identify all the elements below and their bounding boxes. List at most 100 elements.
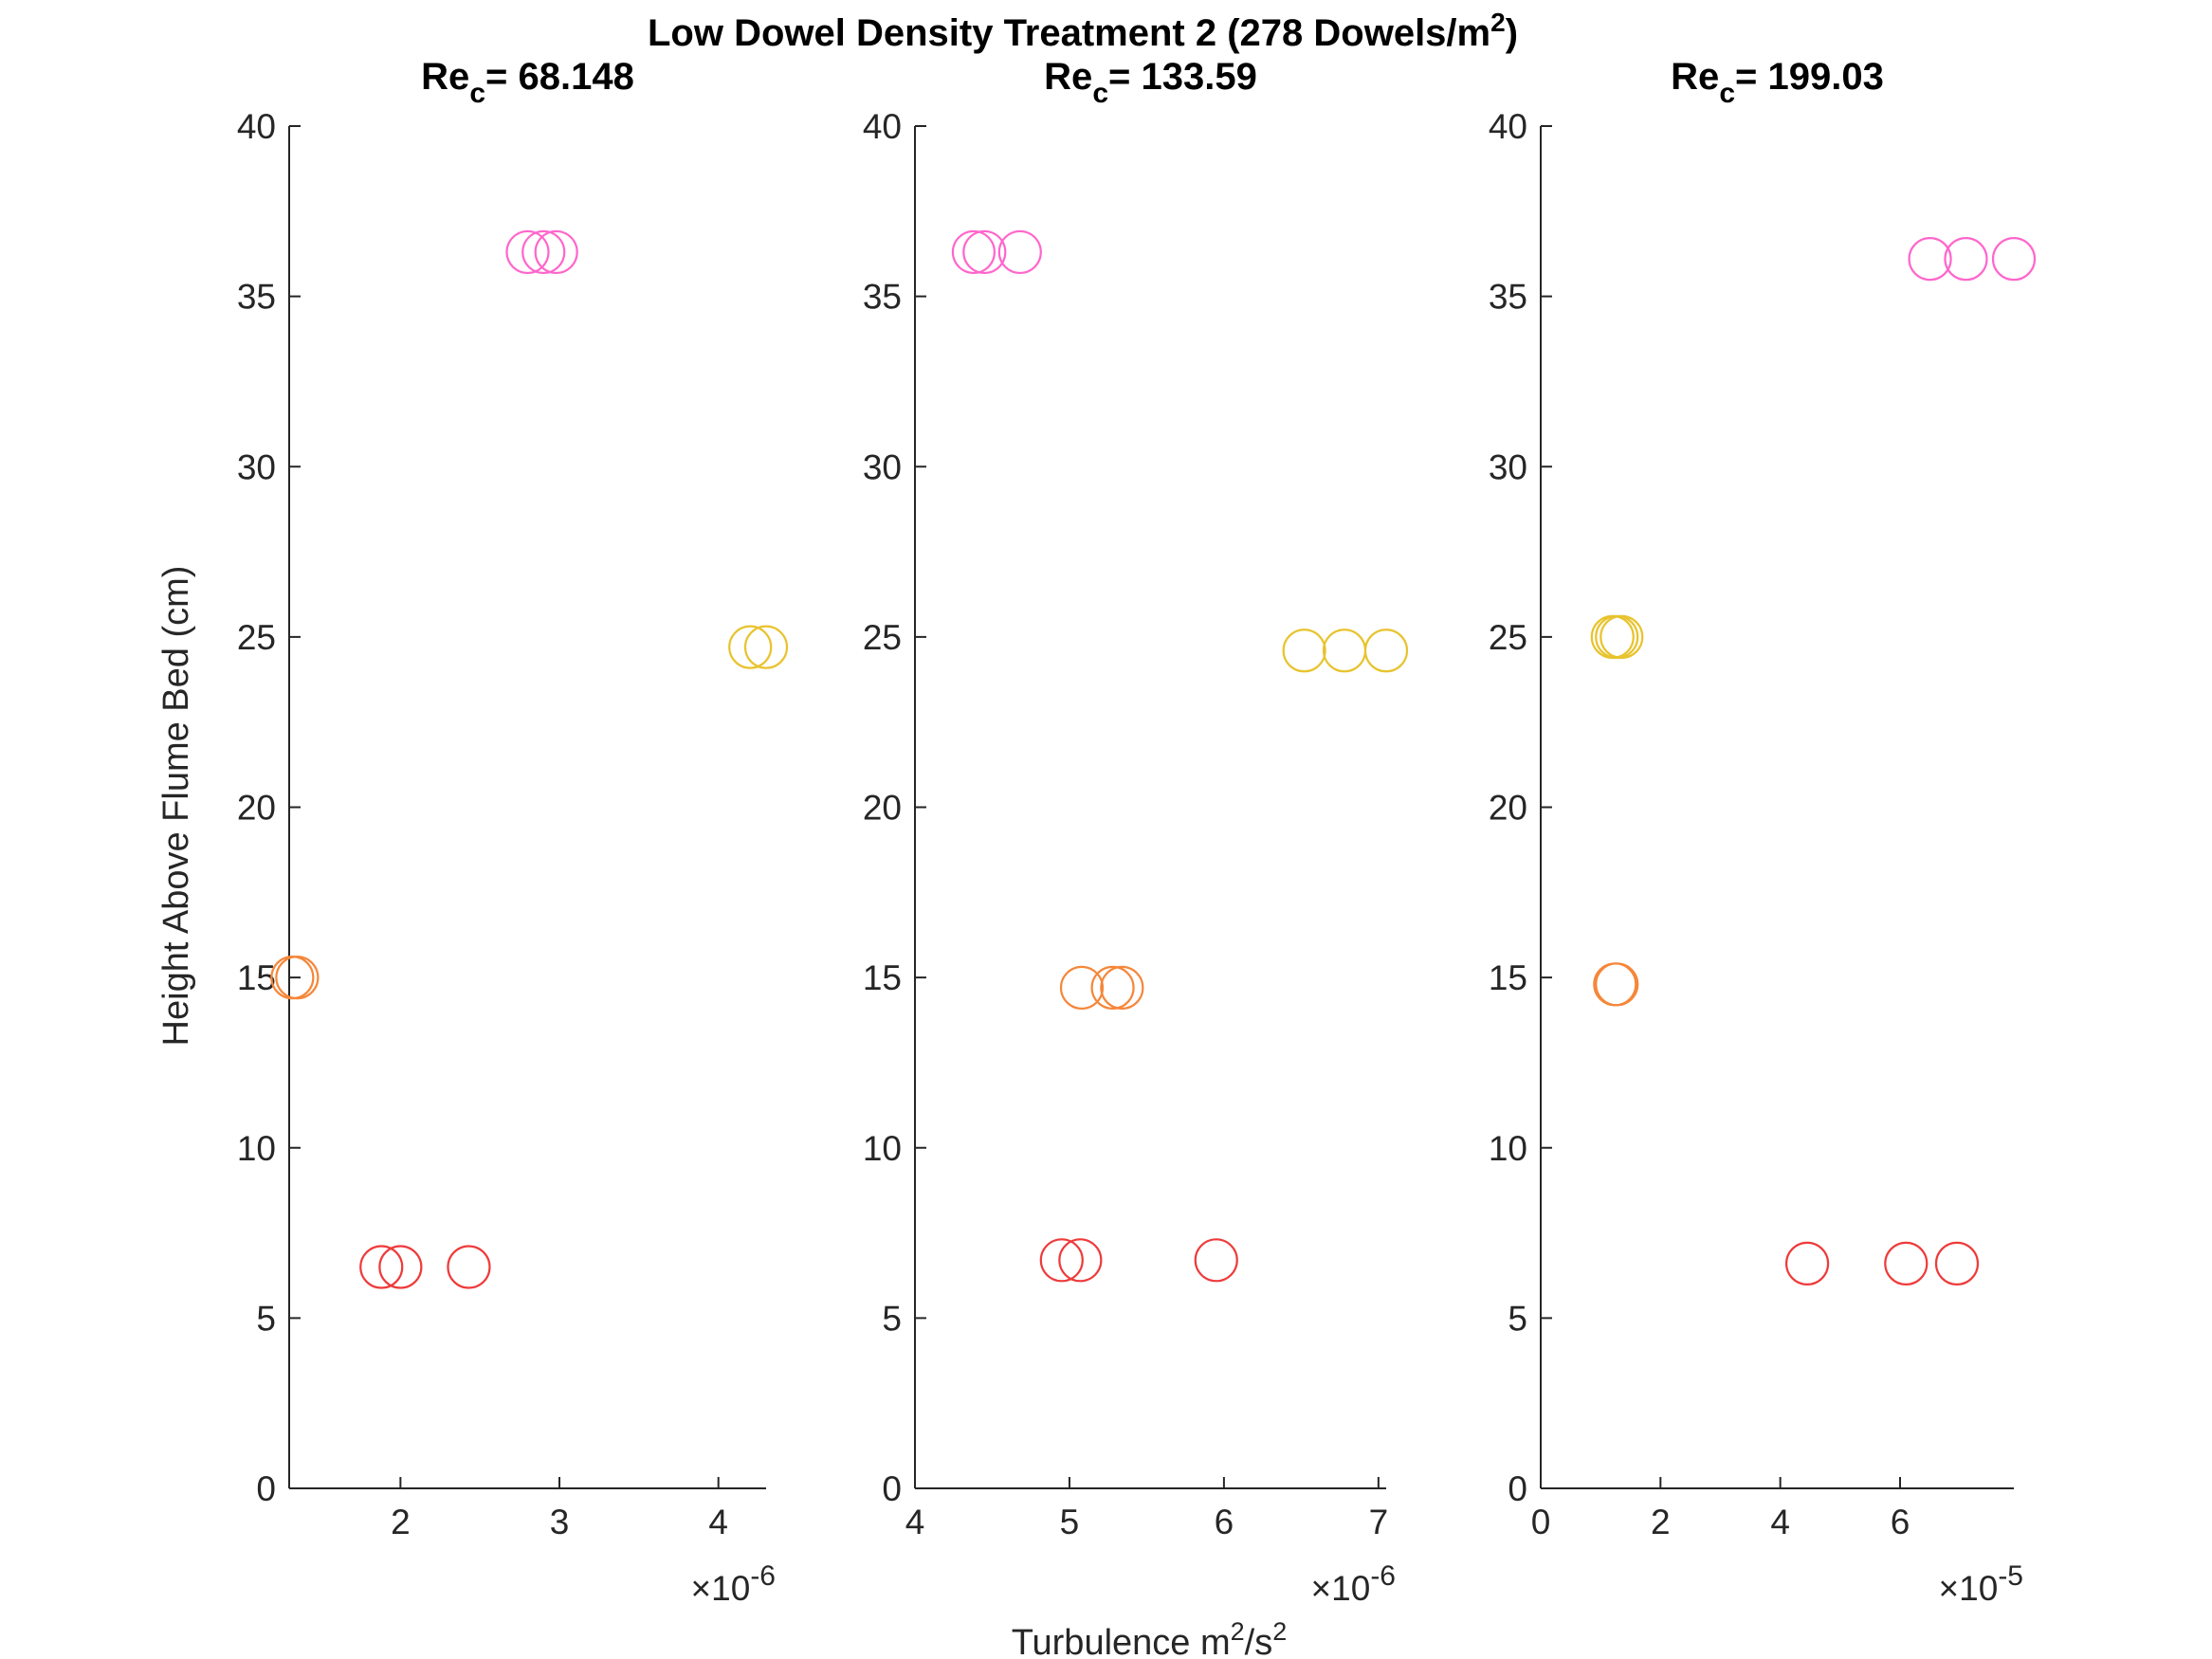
data-point-pink [534, 229, 578, 275]
data-point-orange [1059, 965, 1105, 1011]
subplot-title-value: = 199.03 [1735, 56, 1884, 98]
data-point-orange [1100, 965, 1144, 1011]
y-axis-label: Height Above Flume Bed (cm) [156, 566, 196, 1047]
y-tick-label: 35 [237, 278, 276, 317]
data-point-orange [1090, 965, 1135, 1011]
subplot-3: 0 5 10 15 20 25 30 35 40 0 2 4 6 ×10-5 Rec= 199.03 [1489, 56, 2037, 1608]
data-point-yellow [728, 625, 773, 669]
y-tick-label: 10 [863, 1129, 902, 1168]
data-point-orange [1595, 962, 1639, 1007]
x-tick-label: 0 [1531, 1503, 1551, 1541]
data-point-pink [997, 229, 1042, 275]
y-tick-label: 5 [882, 1299, 902, 1338]
x-exponent-power: -5 [1998, 1560, 2023, 1592]
x-axis-label: Turbulence m2/s2 [1012, 1617, 1288, 1659]
y-tick-label: 30 [237, 447, 276, 486]
y-tick-label: 35 [1489, 278, 1527, 317]
x-tick-label: 4 [905, 1503, 925, 1541]
data-point-pink [1944, 237, 1988, 282]
y-tick-label: 20 [237, 789, 276, 828]
subplot-title-prefix: Re [421, 56, 469, 98]
x-exponent-power: -6 [750, 1560, 776, 1592]
y-tick-label: 15 [237, 958, 276, 997]
x-tick-label: 3 [550, 1503, 570, 1541]
x-tick-label: 4 [1770, 1503, 1790, 1541]
x-exponent-base: ×10 [1939, 1569, 1999, 1608]
data-point-pink [521, 229, 566, 275]
x-tick-label: 4 [708, 1503, 728, 1541]
data-point-yellow [743, 625, 789, 669]
subplot-1: 0 5 10 15 20 25 30 35 40 2 3 4 ×10-6 Rec= 68.148 [237, 56, 789, 1608]
subplot-title-subscript: c [469, 78, 485, 109]
data-point-orange [275, 956, 320, 1000]
data-point-red [1058, 1238, 1103, 1283]
figure-title-superscript: 2 [1490, 8, 1506, 37]
data-point-red [1884, 1241, 1929, 1285]
figure-title: Low Dowel Density Treatment 2 (278 Dowel… [648, 8, 1518, 54]
x-axis-label-mid: /s [1245, 1623, 1273, 1659]
x-tick-label: 6 [1891, 1503, 1910, 1541]
y-tick-label: 20 [1489, 789, 1527, 828]
data-point-red [447, 1245, 491, 1289]
data-point-red [1784, 1241, 1830, 1285]
y-tick-label: 25 [1489, 618, 1527, 657]
data-point-yellow [1590, 614, 1635, 659]
x-axis-label-sup1: 2 [1231, 1617, 1245, 1646]
x-exponent-power: -6 [1370, 1560, 1396, 1592]
subplot-title-value: = 68.148 [485, 56, 634, 98]
y-tick-label: 40 [1489, 107, 1527, 146]
y-tick-label: 35 [863, 278, 902, 317]
x-axis-label-text: Turbulence m [1012, 1623, 1231, 1659]
data-point-pink [1908, 237, 1952, 282]
data-point-pink [1991, 237, 2037, 282]
y-tick-label: 25 [863, 618, 902, 657]
subplot-title-subscript: c [1719, 78, 1735, 109]
y-tick-label: 15 [863, 958, 902, 997]
y-tick-label: 10 [1489, 1129, 1527, 1168]
y-tick-label: 0 [1508, 1469, 1527, 1508]
data-point-yellow [1595, 614, 1639, 659]
data-point-orange [1593, 962, 1637, 1007]
x-exponent-base: ×10 [691, 1569, 751, 1608]
y-tick-label: 30 [863, 447, 902, 486]
y-tick-label: 20 [863, 789, 902, 828]
y-tick-label: 40 [237, 107, 276, 146]
x-tick-label: 6 [1215, 1503, 1234, 1541]
data-point-pink [962, 229, 1007, 275]
x-tick-label: 5 [1060, 1503, 1080, 1541]
subplot-title: Rec= 133.59 [1044, 56, 1257, 109]
x-exponent-label: ×10-6 [1311, 1560, 1396, 1608]
subplot-title: Rec= 68.148 [421, 56, 634, 109]
figure-title-close: ) [1506, 12, 1518, 54]
y-tick-label: 5 [1508, 1299, 1527, 1338]
data-point-red [359, 1245, 404, 1289]
x-tick-label: 2 [1651, 1503, 1671, 1541]
x-exponent-label: ×10-5 [1939, 1560, 2023, 1608]
y-tick-label: 15 [1489, 958, 1527, 997]
x-axis-label-sup2: 2 [1272, 1617, 1287, 1646]
data-point-yellow [1282, 629, 1326, 673]
subplot-title-value: = 133.59 [1108, 56, 1257, 98]
x-exponent-label: ×10-6 [691, 1560, 776, 1608]
y-tick-label: 5 [256, 1299, 276, 1338]
y-tick-label: 0 [882, 1469, 902, 1508]
data-point-yellow [1322, 629, 1367, 673]
data-point-yellow [1363, 629, 1409, 673]
data-point-red [378, 1245, 423, 1289]
x-tick-label: 2 [391, 1503, 411, 1541]
data-point-red [1039, 1238, 1084, 1283]
subplot-title-prefix: Re [1044, 56, 1092, 98]
subplot-title: Rec= 199.03 [1671, 56, 1884, 109]
figure-title-text: Low Dowel Density Treatment 2 (278 Dowel… [648, 12, 1490, 54]
data-point-pink [505, 229, 550, 275]
x-exponent-base: ×10 [1311, 1569, 1371, 1608]
subplot-title-prefix: Re [1671, 56, 1719, 98]
y-tick-label: 10 [237, 1129, 276, 1168]
y-tick-label: 40 [863, 107, 902, 146]
data-point-pink [951, 229, 996, 275]
y-tick-label: 30 [1489, 447, 1527, 486]
data-point-red [1934, 1241, 1980, 1285]
